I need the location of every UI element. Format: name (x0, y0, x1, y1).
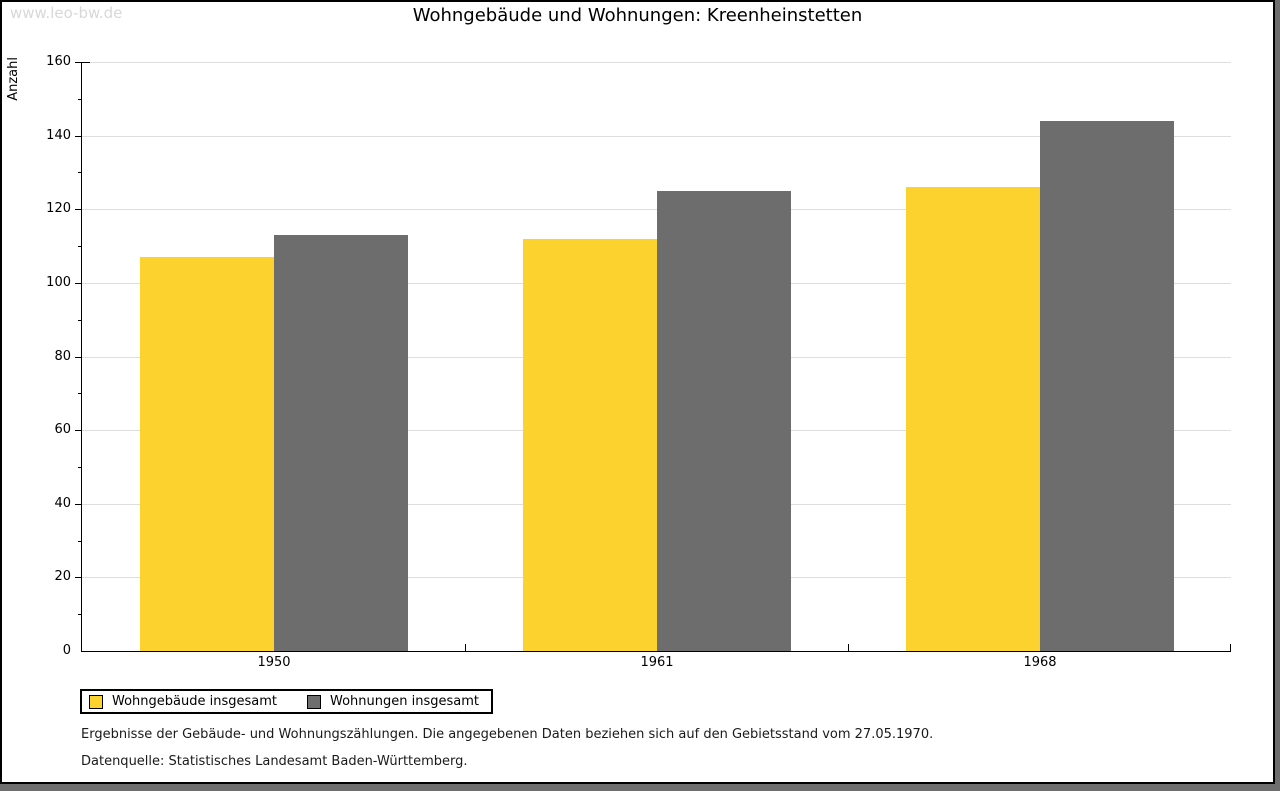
y-axis-label: Anzahl (6, 57, 21, 101)
y-tick-label: 60 (54, 422, 71, 437)
y-major-tick (75, 577, 82, 578)
x-boundary-tick (848, 644, 849, 651)
y-tick-label: 40 (54, 496, 71, 511)
gridline (82, 136, 1231, 137)
legend-item: Wohnungen insgesamt (307, 694, 479, 709)
bar (1040, 121, 1174, 651)
axis-top-cap (82, 62, 90, 63)
bar (274, 235, 408, 651)
y-major-tick (75, 504, 82, 505)
y-minor-tick (78, 246, 82, 247)
x-category-label: 1961 (640, 655, 674, 670)
y-tick-label: 140 (46, 128, 71, 143)
chart-title: Wohngebäude und Wohnungen: Kreenheinstet… (412, 5, 863, 26)
y-minor-tick (78, 541, 82, 542)
gridline (82, 62, 1231, 63)
legend-label: Wohngebäude insgesamt (112, 694, 277, 709)
legend-swatch (89, 694, 103, 709)
legend-item: Wohngebäude insgesamt (89, 694, 277, 709)
x-category-label: 1968 (1023, 655, 1057, 670)
bar (523, 239, 657, 651)
footnote-line2: Datenquelle: Statistisches Landesamt Bad… (81, 754, 468, 769)
legend: Wohngebäude insgesamt Wohnungen insgesamt (80, 689, 493, 714)
watermark: www.leo-bw.de (10, 4, 123, 22)
y-major-tick (75, 136, 82, 137)
y-tick-label: 160 (46, 54, 71, 69)
legend-swatch (307, 694, 321, 709)
legend-label: Wohnungen insgesamt (330, 694, 479, 709)
bar (657, 191, 791, 651)
y-minor-tick (78, 393, 82, 394)
y-tick-label: 80 (54, 349, 71, 364)
plot-area: 0 20 40 60 80 100 120 140 160 1950 1961 1968 (46, 54, 1231, 670)
y-minor-tick (78, 172, 82, 173)
x-category-label: 1950 (257, 655, 291, 670)
y-major-tick (75, 357, 82, 358)
gridline (82, 209, 1231, 210)
bar (906, 187, 1040, 651)
y-major-tick (75, 62, 82, 63)
x-boundary-tick (465, 644, 466, 651)
y-major-tick (75, 283, 82, 284)
y-tick-label: 0 (62, 643, 71, 658)
y-minor-tick (78, 467, 82, 468)
y-minor-tick (78, 99, 82, 100)
axis-right-cap (1230, 644, 1231, 651)
footnote-line1: Ergebnisse der Gebäude- und Wohnungszähl… (81, 727, 934, 742)
y-minor-tick (78, 320, 82, 321)
y-tick-label: 120 (46, 201, 71, 216)
bar (140, 257, 274, 651)
y-tick-label: 20 (54, 569, 71, 584)
y-tick-label: 100 (46, 275, 71, 290)
y-major-tick (75, 430, 82, 431)
y-minor-tick (78, 614, 82, 615)
y-major-tick (75, 209, 82, 210)
